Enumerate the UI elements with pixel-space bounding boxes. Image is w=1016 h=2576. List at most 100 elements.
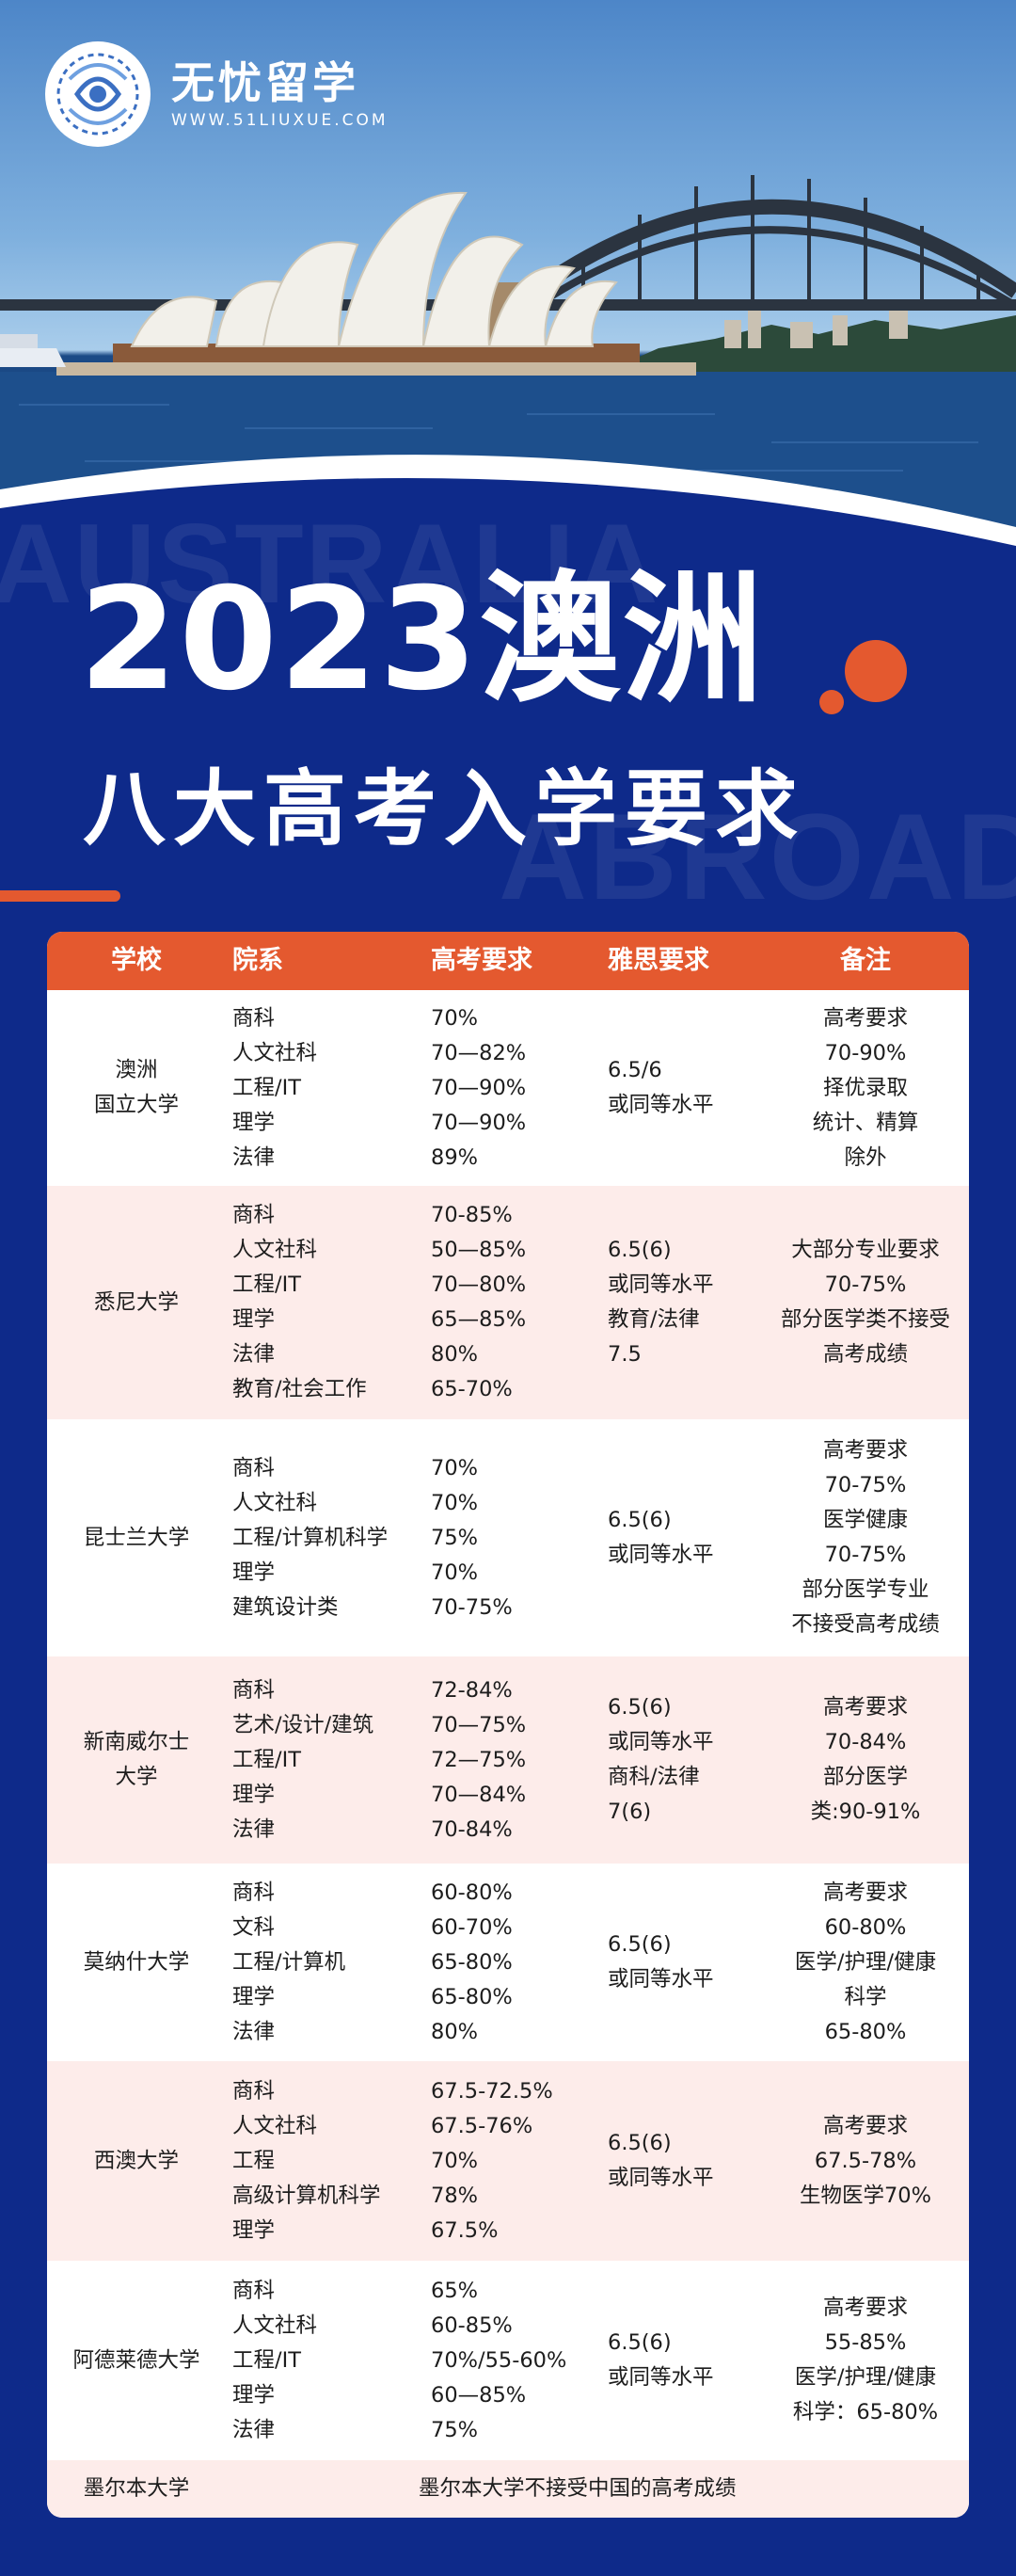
ielts-requirement-line: 或同等水平 bbox=[608, 1272, 714, 1297]
dept-list-line: 理学 bbox=[232, 1307, 276, 1332]
ielts-requirement-line: 或同等水平 bbox=[608, 1730, 714, 1754]
dept-list-line: 人文社科 bbox=[232, 2113, 318, 2138]
table-row: 新南威尔士 大学 商科 艺术/设计/建筑 工程/IT 理学 法律 72-84% 70—75% 72… bbox=[47, 1656, 969, 1864]
gaokao-list-line: 70—80% bbox=[431, 1272, 527, 1297]
table-row-melbourne: 墨尔本大学 墨尔本大学不接受中国的高考成绩 bbox=[47, 2460, 969, 2518]
gaokao-list-line: 67.5% bbox=[431, 2217, 499, 2243]
gaokao-list-line: 65-70% bbox=[431, 1377, 513, 1401]
row-note-line: 60-80% bbox=[824, 1914, 907, 1940]
dept-list-line: 工程/IT bbox=[232, 2347, 301, 2373]
dept-list-line: 商科 bbox=[232, 1005, 276, 1031]
watermark-abroad: ABROAD bbox=[499, 788, 1016, 925]
gaokao-list-line: 65% bbox=[431, 2278, 479, 2303]
brand-logo: 无忧留学 WWW.51LIUXUE.COM bbox=[45, 41, 389, 147]
admission-table: 学校 院系 高考要求 雅思要求 备注 澳洲 国立大学 商科 人文社科 工程/IT 理学 法律… bbox=[47, 932, 969, 2518]
row-note: 高考要求 70-90% 择优录取 统计、精算 除外 bbox=[762, 990, 969, 1186]
row-note-line: 55-85% bbox=[824, 2330, 907, 2355]
gaokao-list-line: 70—75% bbox=[431, 1712, 527, 1737]
decor-underline bbox=[0, 890, 120, 902]
dept-list: 商科 人文社科 工程/IT 理学 法律 bbox=[232, 2261, 430, 2460]
row-note-line: 医学/护理/健康 bbox=[794, 2365, 937, 2390]
gaokao-list-line: 70-85% bbox=[431, 1203, 513, 1227]
row-note-line: 医学健康 bbox=[822, 1508, 908, 1532]
row-note-line: 部分医学类不接受 bbox=[780, 1307, 950, 1332]
gaokao-list-line: 70—84% bbox=[431, 1782, 527, 1807]
ielts-requirement: 6.5(6) 或同等水平 教育/法律 7.5 bbox=[608, 1186, 772, 1419]
gaokao-list-line: 75% bbox=[431, 2417, 479, 2442]
row-note-line: 65-80% bbox=[824, 2019, 907, 2044]
dept-list-line: 理学 bbox=[232, 1984, 276, 2009]
gaokao-list-line: 50—85% bbox=[431, 1238, 527, 1262]
gaokao-list-line: 80% bbox=[431, 2019, 479, 2044]
gaokao-list-line: 89% bbox=[431, 1144, 479, 1170]
school-name: 新南威尔士 大学 bbox=[47, 1656, 226, 1864]
row-note-line: 类:90-91% bbox=[810, 1800, 921, 1824]
ielts-requirement: 6.5(6) 或同等水平 bbox=[608, 1419, 772, 1656]
school-name: 西澳大学 bbox=[47, 2061, 226, 2261]
gaokao-list-line: 65-80% bbox=[431, 1984, 513, 2009]
ielts-requirement-line: 7.5 bbox=[608, 1342, 642, 1367]
ielts-requirement-line: 6.5(6) bbox=[608, 2330, 672, 2355]
ielts-requirement-line: 或同等水平 bbox=[608, 2166, 714, 2190]
row-note-line: 不接受高考成绩 bbox=[791, 1612, 940, 1637]
gaokao-list-line: 60-80% bbox=[431, 1880, 513, 1905]
row-note-line: 70-75% bbox=[824, 1272, 907, 1297]
gaokao-list: 70% 70—82% 70—90% 70—90% 89% bbox=[431, 990, 605, 1186]
gaokao-list-line: 67.5-72.5% bbox=[431, 2078, 553, 2104]
school-name-line: 阿德莱德大学 bbox=[72, 2347, 200, 2373]
table-row: 澳洲 国立大学 商科 人文社科 工程/IT 理学 法律 70% 70—82% 70—90% 70—9… bbox=[47, 990, 969, 1186]
logo-emblem-icon bbox=[45, 41, 151, 147]
ielts-requirement-line: 商科/法律 bbox=[608, 1765, 700, 1789]
gaokao-list-line: 78% bbox=[431, 2183, 479, 2208]
row-note-line: 除外 bbox=[844, 1144, 887, 1170]
row-note-line: 70-84% bbox=[824, 1730, 907, 1754]
ielts-requirement-line: 6.5(6) bbox=[608, 1238, 672, 1262]
table-row: 莫纳什大学 商科 文科 工程/计算机 理学 法律 60-80% 60-70% 65-80% 65-… bbox=[47, 1864, 969, 2061]
school-name-line: 悉尼大学 bbox=[93, 1289, 179, 1315]
ielts-requirement-line: 或同等水平 bbox=[608, 1967, 714, 1992]
dept-list: 商科 文科 工程/计算机 理学 法律 bbox=[232, 1864, 430, 2061]
row-note: 高考要求 55-85% 医学/护理/健康 科学：65-80% bbox=[762, 2261, 969, 2460]
dept-list-line: 理学 bbox=[232, 2382, 276, 2408]
row-note: 高考要求 60-80% 医学/护理/健康 科学 65-80% bbox=[762, 1864, 969, 2061]
gaokao-list-line: 70—90% bbox=[431, 1110, 527, 1135]
row-note-line: 高考成绩 bbox=[822, 1342, 908, 1367]
gaokao-list-line: 70-84% bbox=[431, 1816, 513, 1842]
dept-list-line: 工程/IT bbox=[232, 1272, 301, 1297]
row-note-line: 生物医学70% bbox=[799, 2183, 931, 2208]
dept-list-line: 建筑设计类 bbox=[232, 1594, 339, 1620]
page-subtitle: 八大高考入学要求 bbox=[83, 760, 806, 857]
ielts-requirement-line: 或同等水平 bbox=[608, 1543, 714, 1567]
dept-list: 商科 人文社科 工程/IT 理学 法律 教育/社会工作 bbox=[232, 1186, 430, 1419]
decor-dot-small bbox=[819, 690, 844, 714]
dept-list-line: 法律 bbox=[232, 2019, 276, 2044]
row-note-line: 部分医学专业 bbox=[802, 1577, 929, 1602]
dept-list-line: 法律 bbox=[232, 1816, 276, 1842]
row-note-line: 67.5-78% bbox=[814, 2148, 917, 2173]
ielts-requirement: 6.5(6) 或同等水平 bbox=[608, 1864, 772, 2061]
row-note-line: 部分医学 bbox=[822, 1765, 908, 1789]
school-name-line: 昆士兰大学 bbox=[83, 1525, 190, 1550]
school-name: 莫纳什大学 bbox=[47, 1864, 226, 2061]
ielts-requirement: 6.5(6) 或同等水平 bbox=[608, 2061, 772, 2261]
dept-list-line: 工程 bbox=[232, 2148, 276, 2173]
hero-banner: 无忧留学 WWW.51LIUXUE.COM bbox=[0, 0, 1016, 565]
row-note-line: 高考要求 bbox=[822, 1438, 908, 1463]
row-note-line: 择优录取 bbox=[822, 1075, 908, 1100]
ielts-requirement-line: 或同等水平 bbox=[608, 1093, 714, 1117]
decor-dot-large bbox=[845, 640, 907, 702]
gaokao-list: 60-80% 60-70% 65-80% 65-80% 80% bbox=[431, 1864, 605, 2061]
dept-list-line: 理学 bbox=[232, 1110, 276, 1135]
row-note: 高考要求 67.5-78% 生物医学70% bbox=[762, 2061, 969, 2261]
gaokao-list: 65% 60-85% 70%/55-60% 60—85% 75% bbox=[431, 2261, 605, 2460]
gaokao-list-line: 72-84% bbox=[431, 1677, 513, 1703]
school-name: 阿德莱德大学 bbox=[47, 2261, 226, 2460]
header-gaokao: 高考要求 bbox=[431, 946, 532, 975]
gaokao-list-line: 60-70% bbox=[431, 1914, 513, 1940]
gaokao-list-line: 65-80% bbox=[431, 1949, 513, 1975]
row-note-line: 科学：65-80% bbox=[792, 2400, 939, 2424]
row-note: 大部分专业要求 70-75% 部分医学类不接受 高考成绩 bbox=[762, 1186, 969, 1419]
table-row: 阿德莱德大学 商科 人文社科 工程/IT 理学 法律 65% 60-85% 70%/55-60%… bbox=[47, 2261, 969, 2460]
gaokao-list-line: 60-85% bbox=[431, 2312, 513, 2338]
school-name-line: 新南威尔士 bbox=[83, 1730, 190, 1754]
